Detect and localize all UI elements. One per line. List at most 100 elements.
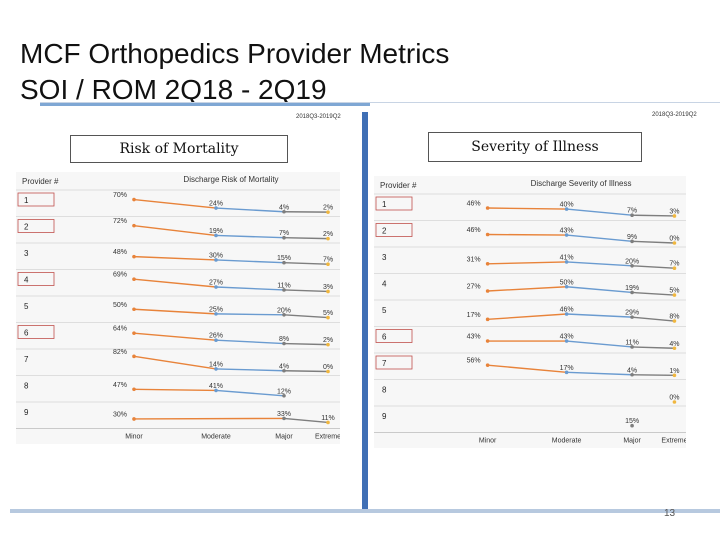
- rom-data-point: [214, 285, 218, 289]
- soi-data-label: 8%: [669, 314, 679, 321]
- soi-data-point: [564, 284, 569, 289]
- soi-data-label: 7%: [627, 208, 637, 215]
- soi-data-point: [672, 346, 677, 351]
- rom-data-label: 20%: [277, 307, 291, 314]
- soi-data-label: 0%: [669, 236, 679, 243]
- soi-chart-title: Discharge Severity of Illness: [531, 179, 632, 188]
- soi-series-segment: [632, 265, 675, 269]
- soi-data-label: 1%: [669, 368, 679, 375]
- soi-series-segment: [632, 374, 675, 377]
- soi-category-tick-label: Major: [623, 438, 641, 445]
- rom-series-segment: [215, 259, 285, 264]
- rom-data-point: [326, 369, 330, 374]
- date-range-left: 2018Q3-2019Q2: [296, 114, 341, 120]
- severity-of-illness-label: Severity of Illness: [428, 132, 642, 162]
- rom-category-tick-label: Moderate: [201, 434, 231, 441]
- rom-data-label: 14%: [209, 361, 223, 368]
- rom-data-label: 50%: [113, 302, 127, 309]
- soi-data-point: [630, 345, 634, 349]
- soi-provider-label: 6: [382, 333, 387, 342]
- soi-category-tick-label: Moderate: [552, 438, 582, 445]
- rom-provider-highlight: [17, 272, 55, 286]
- soi-data-label: 43%: [560, 334, 574, 341]
- rom-series-segment: [133, 308, 217, 315]
- bottom-rule: [10, 509, 720, 513]
- soi-series-segment: [632, 346, 675, 349]
- soi-data-label: 41%: [560, 254, 574, 261]
- rom-series-segment: [215, 313, 285, 316]
- rom-data-label: 70%: [113, 192, 127, 199]
- slide-title-line-2: SOI / ROM 2Q18 - 2Q19: [20, 74, 327, 105]
- title-rule: [40, 102, 720, 103]
- soi-data-label: 17%: [467, 312, 481, 319]
- rom-data-label: 2%: [323, 337, 333, 344]
- rom-row-header: Provider #: [22, 177, 59, 186]
- soi-data-point: [672, 319, 677, 323]
- rom-provider-label: 5: [24, 302, 29, 311]
- soi-provider-label: 4: [382, 280, 387, 289]
- soi-data-point: [485, 363, 490, 367]
- soi-plot-background: [374, 176, 686, 448]
- soi-data-point: [485, 317, 490, 322]
- rom-data-point: [326, 342, 330, 347]
- rom-data-label: 15%: [277, 255, 291, 262]
- rom-data-label: 7%: [323, 257, 333, 264]
- rom-data-label: 33%: [277, 411, 291, 418]
- soi-data-label: 20%: [625, 258, 639, 265]
- rom-data-point: [214, 367, 218, 371]
- rom-provider-label: 1: [24, 196, 29, 205]
- soi-series-segment: [487, 261, 567, 265]
- rom-provider-highlight: [17, 192, 55, 207]
- rom-data-point: [132, 223, 136, 228]
- soi-data-point: [672, 373, 677, 378]
- rom-provider-label: 9: [24, 408, 29, 417]
- rom-data-label: 11%: [277, 282, 291, 289]
- soi-data-point: [630, 239, 634, 244]
- soi-series-segment: [566, 371, 633, 376]
- soi-provider-label: 3: [382, 253, 387, 262]
- rom-data-point: [282, 368, 286, 373]
- rom-category-tick-label: Minor: [125, 434, 143, 441]
- rom-series-segment: [133, 355, 217, 370]
- rom-series-segment: [283, 342, 329, 346]
- soi-data-point: [564, 207, 569, 211]
- soi-data-label: 50%: [560, 279, 574, 286]
- rom-data-point: [282, 341, 286, 346]
- rom-data-label: 69%: [113, 272, 127, 279]
- slide-title-line-1: MCF Orthopedics Provider Metrics: [20, 38, 450, 69]
- soi-data-point: [630, 423, 634, 428]
- rom-category-tick-label: Extreme: [315, 434, 340, 441]
- soi-data-point: [485, 289, 490, 293]
- rom-data-point: [132, 277, 136, 282]
- rom-series-segment: [215, 389, 285, 397]
- rom-series-segment: [133, 278, 217, 288]
- soi-data-label: 9%: [627, 234, 637, 241]
- rom-series-segment: [283, 370, 329, 373]
- rom-data-label: 47%: [113, 382, 127, 389]
- soi-data-point: [672, 266, 677, 271]
- rom-data-point: [132, 331, 136, 335]
- soi-data-point: [485, 232, 490, 237]
- date-range-right: 2018Q3-2019Q2: [652, 112, 697, 118]
- soi-data-label: 11%: [625, 339, 639, 346]
- rom-data-point: [326, 420, 330, 425]
- rom-series-segment: [215, 234, 285, 239]
- rom-data-point: [132, 197, 136, 202]
- rom-data-label: 0%: [323, 364, 333, 371]
- soi-provider-label: 7: [382, 359, 387, 368]
- soi-provider-label: 1: [382, 200, 387, 209]
- rom-data-label: 30%: [113, 411, 127, 418]
- rom-data-label: 41%: [209, 383, 223, 390]
- rom-data-label: 8%: [279, 336, 289, 343]
- soi-category-tick-label: Extreme: [661, 438, 686, 445]
- rom-plot-background: [16, 172, 340, 444]
- rom-series-segment: [133, 198, 217, 209]
- panel-divider: [362, 112, 368, 510]
- rom-data-label: 64%: [113, 326, 127, 333]
- rom-data-point: [326, 315, 330, 320]
- soi-series-segment: [487, 207, 567, 210]
- soi-series-segment: [566, 208, 633, 216]
- soi-data-point: [485, 206, 490, 210]
- soi-series-segment: [566, 313, 633, 318]
- soi-data-label: 0%: [669, 395, 679, 402]
